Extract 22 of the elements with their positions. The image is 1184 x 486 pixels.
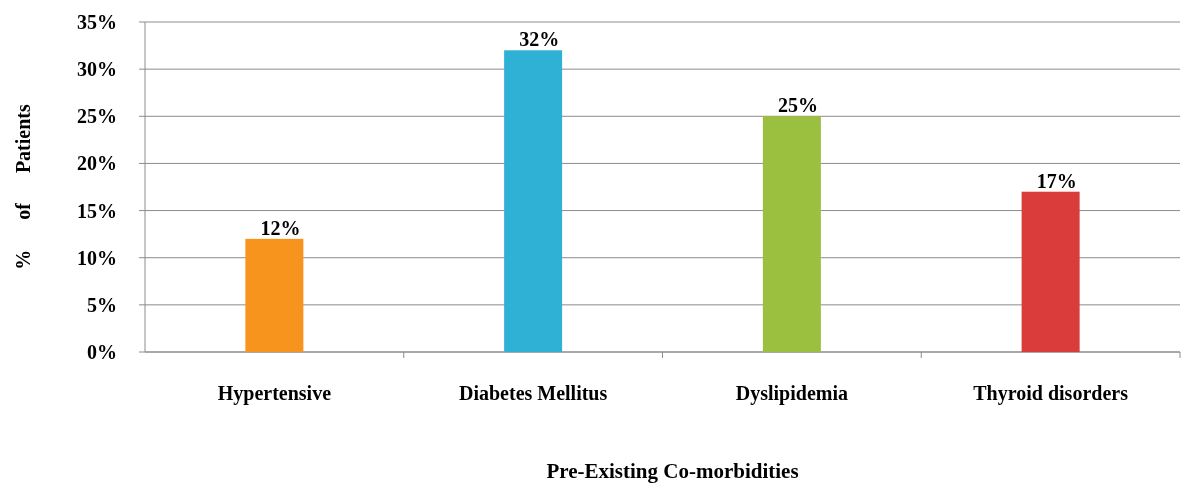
bar: [1021, 191, 1080, 352]
data-label: 12%: [260, 216, 301, 239]
x-tick-label: Diabetes Mellitus: [458, 382, 608, 404]
x-axis-title: Pre-Existing Co-morbidities: [546, 459, 799, 483]
y-tick-label: 15%: [77, 199, 117, 222]
data-label: 25%: [777, 94, 818, 117]
bar: [762, 116, 821, 352]
bar: [504, 50, 563, 352]
y-tick-label: 25%: [77, 105, 117, 128]
y-tick-label: 20%: [77, 152, 117, 175]
y-tick-label: 5%: [87, 293, 117, 316]
y-tick-label: 10%: [77, 246, 117, 269]
y-tick-label: 35%: [77, 11, 117, 33]
y-axis-title: % of Patients: [12, 104, 34, 270]
data-label: 17%: [1036, 169, 1077, 192]
y-tick-label: 0%: [87, 341, 117, 363]
y-tick-label: 30%: [77, 58, 117, 81]
x-tick-label: Hypertensive: [217, 382, 332, 405]
x-tick-label: Thyroid disorders: [973, 382, 1129, 405]
data-label: 32%: [519, 28, 560, 51]
bar: [245, 238, 304, 352]
x-tick-label: Dyslipidemia: [735, 382, 848, 405]
